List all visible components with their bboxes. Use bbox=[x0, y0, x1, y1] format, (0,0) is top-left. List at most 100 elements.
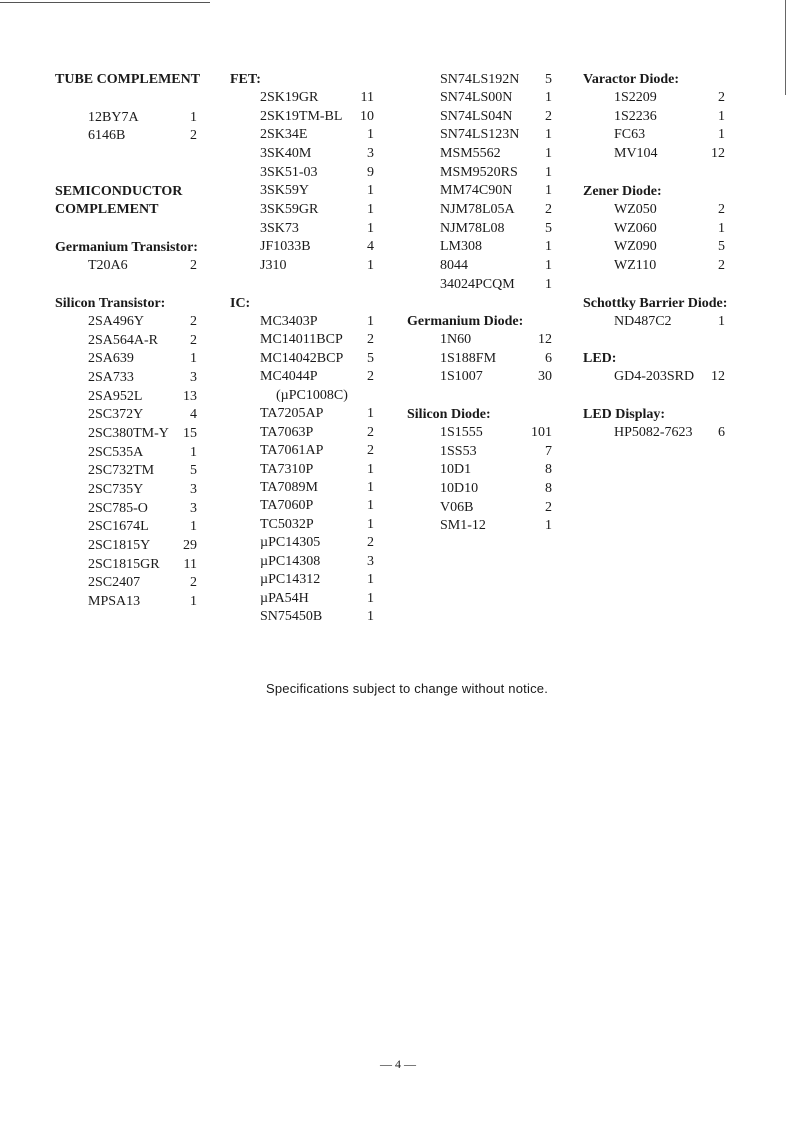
part-quantity: 3 bbox=[367, 553, 374, 569]
part-quantity: 4 bbox=[190, 407, 197, 423]
part-quantity: 101 bbox=[531, 425, 552, 441]
part-quantity: 2 bbox=[718, 258, 725, 274]
part-number: 2SC785-O bbox=[88, 500, 148, 516]
part-number: 2SA952L bbox=[88, 388, 143, 404]
part-quantity: 1 bbox=[367, 572, 374, 588]
part-quantity: 11 bbox=[360, 90, 374, 106]
section-heading: Varactor Diode: bbox=[583, 71, 680, 87]
part-number: 10D1 bbox=[440, 462, 472, 478]
footer-note: Specifications subject to change without… bbox=[265, 681, 549, 696]
section-heading: Silicon Diode: bbox=[407, 406, 491, 422]
part-quantity: 3 bbox=[190, 370, 197, 386]
part-quantity: 2 bbox=[545, 202, 552, 218]
part-number: 2SA733 bbox=[88, 370, 134, 386]
part-number: 1S1007 bbox=[440, 369, 483, 385]
part-quantity: 5 bbox=[545, 71, 552, 87]
part-quantity: 12 bbox=[711, 369, 725, 385]
part-number: MPSA13 bbox=[88, 593, 141, 609]
part-quantity: 1 bbox=[545, 518, 552, 534]
part-number: MC14042BCP bbox=[260, 350, 344, 366]
part-number: 1SS53 bbox=[440, 443, 477, 459]
part-number: 10D10 bbox=[440, 481, 479, 497]
part-quantity: 12 bbox=[538, 332, 552, 348]
part-number: TA7061AP bbox=[260, 443, 324, 459]
part-number: JF1033B bbox=[260, 239, 311, 255]
part-number: 2SA496Y bbox=[88, 314, 145, 330]
part-number: 1N60 bbox=[440, 332, 472, 348]
part-number: 34024PCQM bbox=[440, 276, 515, 292]
part-number: 2SC2407 bbox=[88, 575, 141, 591]
part-quantity: 3 bbox=[367, 146, 374, 162]
part-number: MSM5562 bbox=[440, 146, 501, 162]
part-number: 6146B bbox=[88, 128, 126, 144]
part-number: SN74LS123N bbox=[440, 127, 520, 143]
part-quantity: 1 bbox=[718, 314, 725, 330]
part-quantity: 11 bbox=[183, 556, 197, 572]
part-quantity: 10 bbox=[360, 108, 374, 124]
part-number: MSM9520RS bbox=[440, 164, 518, 180]
part-number: 3SK59Y bbox=[260, 183, 310, 199]
part-number: WZ060 bbox=[614, 220, 657, 236]
part-quantity: 1 bbox=[718, 127, 725, 143]
section-heading: Silicon Transistor: bbox=[55, 295, 166, 311]
part-quantity: 9 bbox=[367, 164, 374, 180]
part-quantity: 3 bbox=[190, 482, 197, 497]
part-number: 1S1555 bbox=[440, 425, 483, 441]
part-quantity: 8 bbox=[545, 481, 552, 497]
part-number: 2SC1815GR bbox=[88, 556, 160, 572]
part-number: 1S188FM bbox=[440, 350, 497, 366]
part-number: MC4044P bbox=[260, 369, 318, 385]
part-quantity: 1 bbox=[367, 258, 374, 273]
part-quantity: 2 bbox=[190, 575, 197, 591]
part-number: LM308 bbox=[440, 239, 482, 255]
part-number: V06B bbox=[440, 499, 474, 515]
part-number: MC14011BCP bbox=[260, 332, 343, 348]
part-quantity: 3 bbox=[190, 500, 197, 516]
part-number: 2SC372Y bbox=[88, 407, 144, 423]
part-quantity: 1 bbox=[367, 609, 374, 625]
part-number: µPA54H bbox=[260, 590, 309, 606]
part-number: 3SK40M bbox=[260, 146, 312, 162]
page-number: — 4 — bbox=[380, 1057, 416, 1071]
part-quantity: 1 bbox=[190, 593, 197, 609]
section-heading: LED Display: bbox=[583, 406, 666, 422]
part-number: T20A6 bbox=[88, 258, 128, 274]
part-number: TA7310P bbox=[260, 461, 314, 477]
part-quantity: 6 bbox=[545, 350, 552, 366]
part-number: 2SC1815Y bbox=[88, 537, 151, 553]
part-number: SN74LS04N bbox=[440, 108, 513, 124]
part-number: HP5082-7623 bbox=[614, 425, 693, 441]
part-number: MC3403P bbox=[260, 313, 318, 329]
part-quantity: 1 bbox=[545, 183, 552, 199]
part-quantity: 1 bbox=[367, 313, 374, 329]
part-number: TC5032P bbox=[260, 516, 314, 532]
part-number: µPC14305 bbox=[260, 535, 321, 551]
part-number: SM1-12 bbox=[440, 518, 486, 534]
part-number: 2SA564A-R bbox=[88, 332, 159, 348]
part-quantity: 2 bbox=[367, 535, 374, 551]
section-heading: Germanium Transistor: bbox=[55, 239, 198, 255]
section-heading: LED: bbox=[583, 350, 617, 366]
part-quantity: 5 bbox=[367, 350, 374, 366]
part-quantity: 1 bbox=[367, 127, 374, 143]
part-quantity: 1 bbox=[190, 109, 197, 125]
part-quantity: 29 bbox=[183, 537, 197, 553]
part-quantity: 1 bbox=[367, 516, 374, 532]
section-heading: Zener Diode: bbox=[583, 183, 662, 199]
part-quantity: 2 bbox=[367, 332, 374, 348]
part-quantity: 2 bbox=[367, 424, 374, 440]
part-quantity: 15 bbox=[183, 426, 197, 442]
part-number: 2SA639 bbox=[88, 351, 134, 367]
section-heading: Germanium Diode: bbox=[407, 313, 524, 329]
top-rule bbox=[0, 2, 210, 3]
part-number: 3SK59GR bbox=[260, 202, 319, 218]
part-quantity: 5 bbox=[190, 463, 197, 479]
part-number: 2SC1674L bbox=[88, 519, 149, 535]
part-quantity: 1 bbox=[367, 406, 374, 422]
part-number: µPC14312 bbox=[260, 572, 321, 588]
part-quantity: 1 bbox=[718, 108, 725, 124]
part-number: TA7205AP bbox=[260, 406, 324, 422]
part-number: NJM78L05A bbox=[440, 202, 515, 218]
part-number: GD4-203SRD bbox=[614, 369, 695, 385]
part-number: NJM78L08 bbox=[440, 220, 505, 236]
